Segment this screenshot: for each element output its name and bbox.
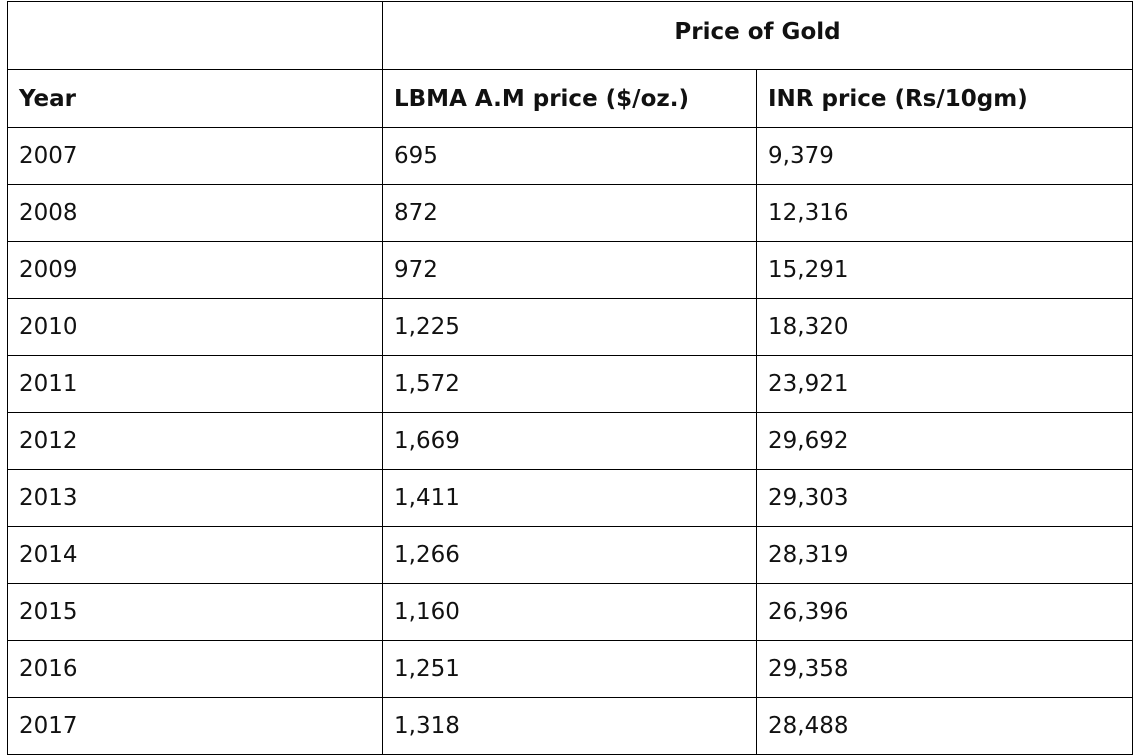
cell-inr-price: 28,319 <box>755 526 1134 584</box>
cell-inr-price: 18,320 <box>755 298 1134 356</box>
cell-inr-price: 23,921 <box>755 355 1134 413</box>
cell-lbma-price: 1,251 <box>382 640 757 698</box>
cell-lbma-price: 972 <box>382 241 757 299</box>
table-row: 2013 1,411 29,303 <box>7 469 1134 527</box>
cell-year: 2011 <box>7 355 383 413</box>
cell-lbma-price: 1,266 <box>382 526 757 584</box>
cell-year: 2013 <box>7 469 383 527</box>
cell-year: 2016 <box>7 640 383 698</box>
group-header-row: Price of Gold <box>7 1 1134 70</box>
group-header-price-of-gold: Price of Gold <box>381 1 1134 70</box>
gold-price-table: Price of Gold Year LBMA A.M price ($/oz.… <box>7 1 1134 755</box>
cell-inr-price: 26,396 <box>755 583 1134 641</box>
cell-year: 2012 <box>7 412 383 470</box>
cell-inr-price: 29,303 <box>755 469 1134 527</box>
table-row: 2016 1,251 29,358 <box>7 640 1134 698</box>
cell-year: 2010 <box>7 298 383 356</box>
table-row: 2008 872 12,316 <box>7 184 1134 242</box>
cell-lbma-price: 695 <box>382 127 757 185</box>
cell-year: 2015 <box>7 583 383 641</box>
cell-year: 2009 <box>7 241 383 299</box>
cell-inr-price: 9,379 <box>755 127 1134 185</box>
cell-year: 2008 <box>7 184 383 242</box>
cell-lbma-price: 1,572 <box>382 355 757 413</box>
cell-inr-price: 29,692 <box>755 412 1134 470</box>
table-row: 2014 1,266 28,319 <box>7 526 1134 584</box>
cell-inr-price: 12,316 <box>755 184 1134 242</box>
column-header-inr-price: INR price (Rs/10gm) <box>755 69 1134 128</box>
column-header-row: Year LBMA A.M price ($/oz.) INR price (R… <box>7 69 1134 128</box>
table-row: 2011 1,572 23,921 <box>7 355 1134 413</box>
table-row: 2009 972 15,291 <box>7 241 1134 299</box>
column-header-year: Year <box>7 69 383 128</box>
cell-lbma-price: 1,160 <box>382 583 757 641</box>
table-row: 2017 1,318 28,488 <box>7 697 1134 755</box>
table-row: 2010 1,225 18,320 <box>7 298 1134 356</box>
cell-year: 2017 <box>7 697 383 755</box>
cell-lbma-price: 1,411 <box>382 469 757 527</box>
table-row: 2007 695 9,379 <box>7 127 1134 185</box>
gold-price-table-container: Price of Gold Year LBMA A.M price ($/oz.… <box>7 1 1134 755</box>
empty-header-cell <box>7 1 383 70</box>
cell-inr-price: 28,488 <box>755 697 1134 755</box>
cell-lbma-price: 872 <box>382 184 757 242</box>
cell-inr-price: 15,291 <box>755 241 1134 299</box>
table-row: 2012 1,669 29,692 <box>7 412 1134 470</box>
table-row: 2015 1,160 26,396 <box>7 583 1134 641</box>
cell-lbma-price: 1,669 <box>382 412 757 470</box>
cell-year: 2014 <box>7 526 383 584</box>
column-header-lbma-price: LBMA A.M price ($/oz.) <box>382 69 757 128</box>
cell-lbma-price: 1,318 <box>382 697 757 755</box>
cell-year: 2007 <box>7 127 383 185</box>
cell-inr-price: 29,358 <box>755 640 1134 698</box>
cell-lbma-price: 1,225 <box>382 298 757 356</box>
